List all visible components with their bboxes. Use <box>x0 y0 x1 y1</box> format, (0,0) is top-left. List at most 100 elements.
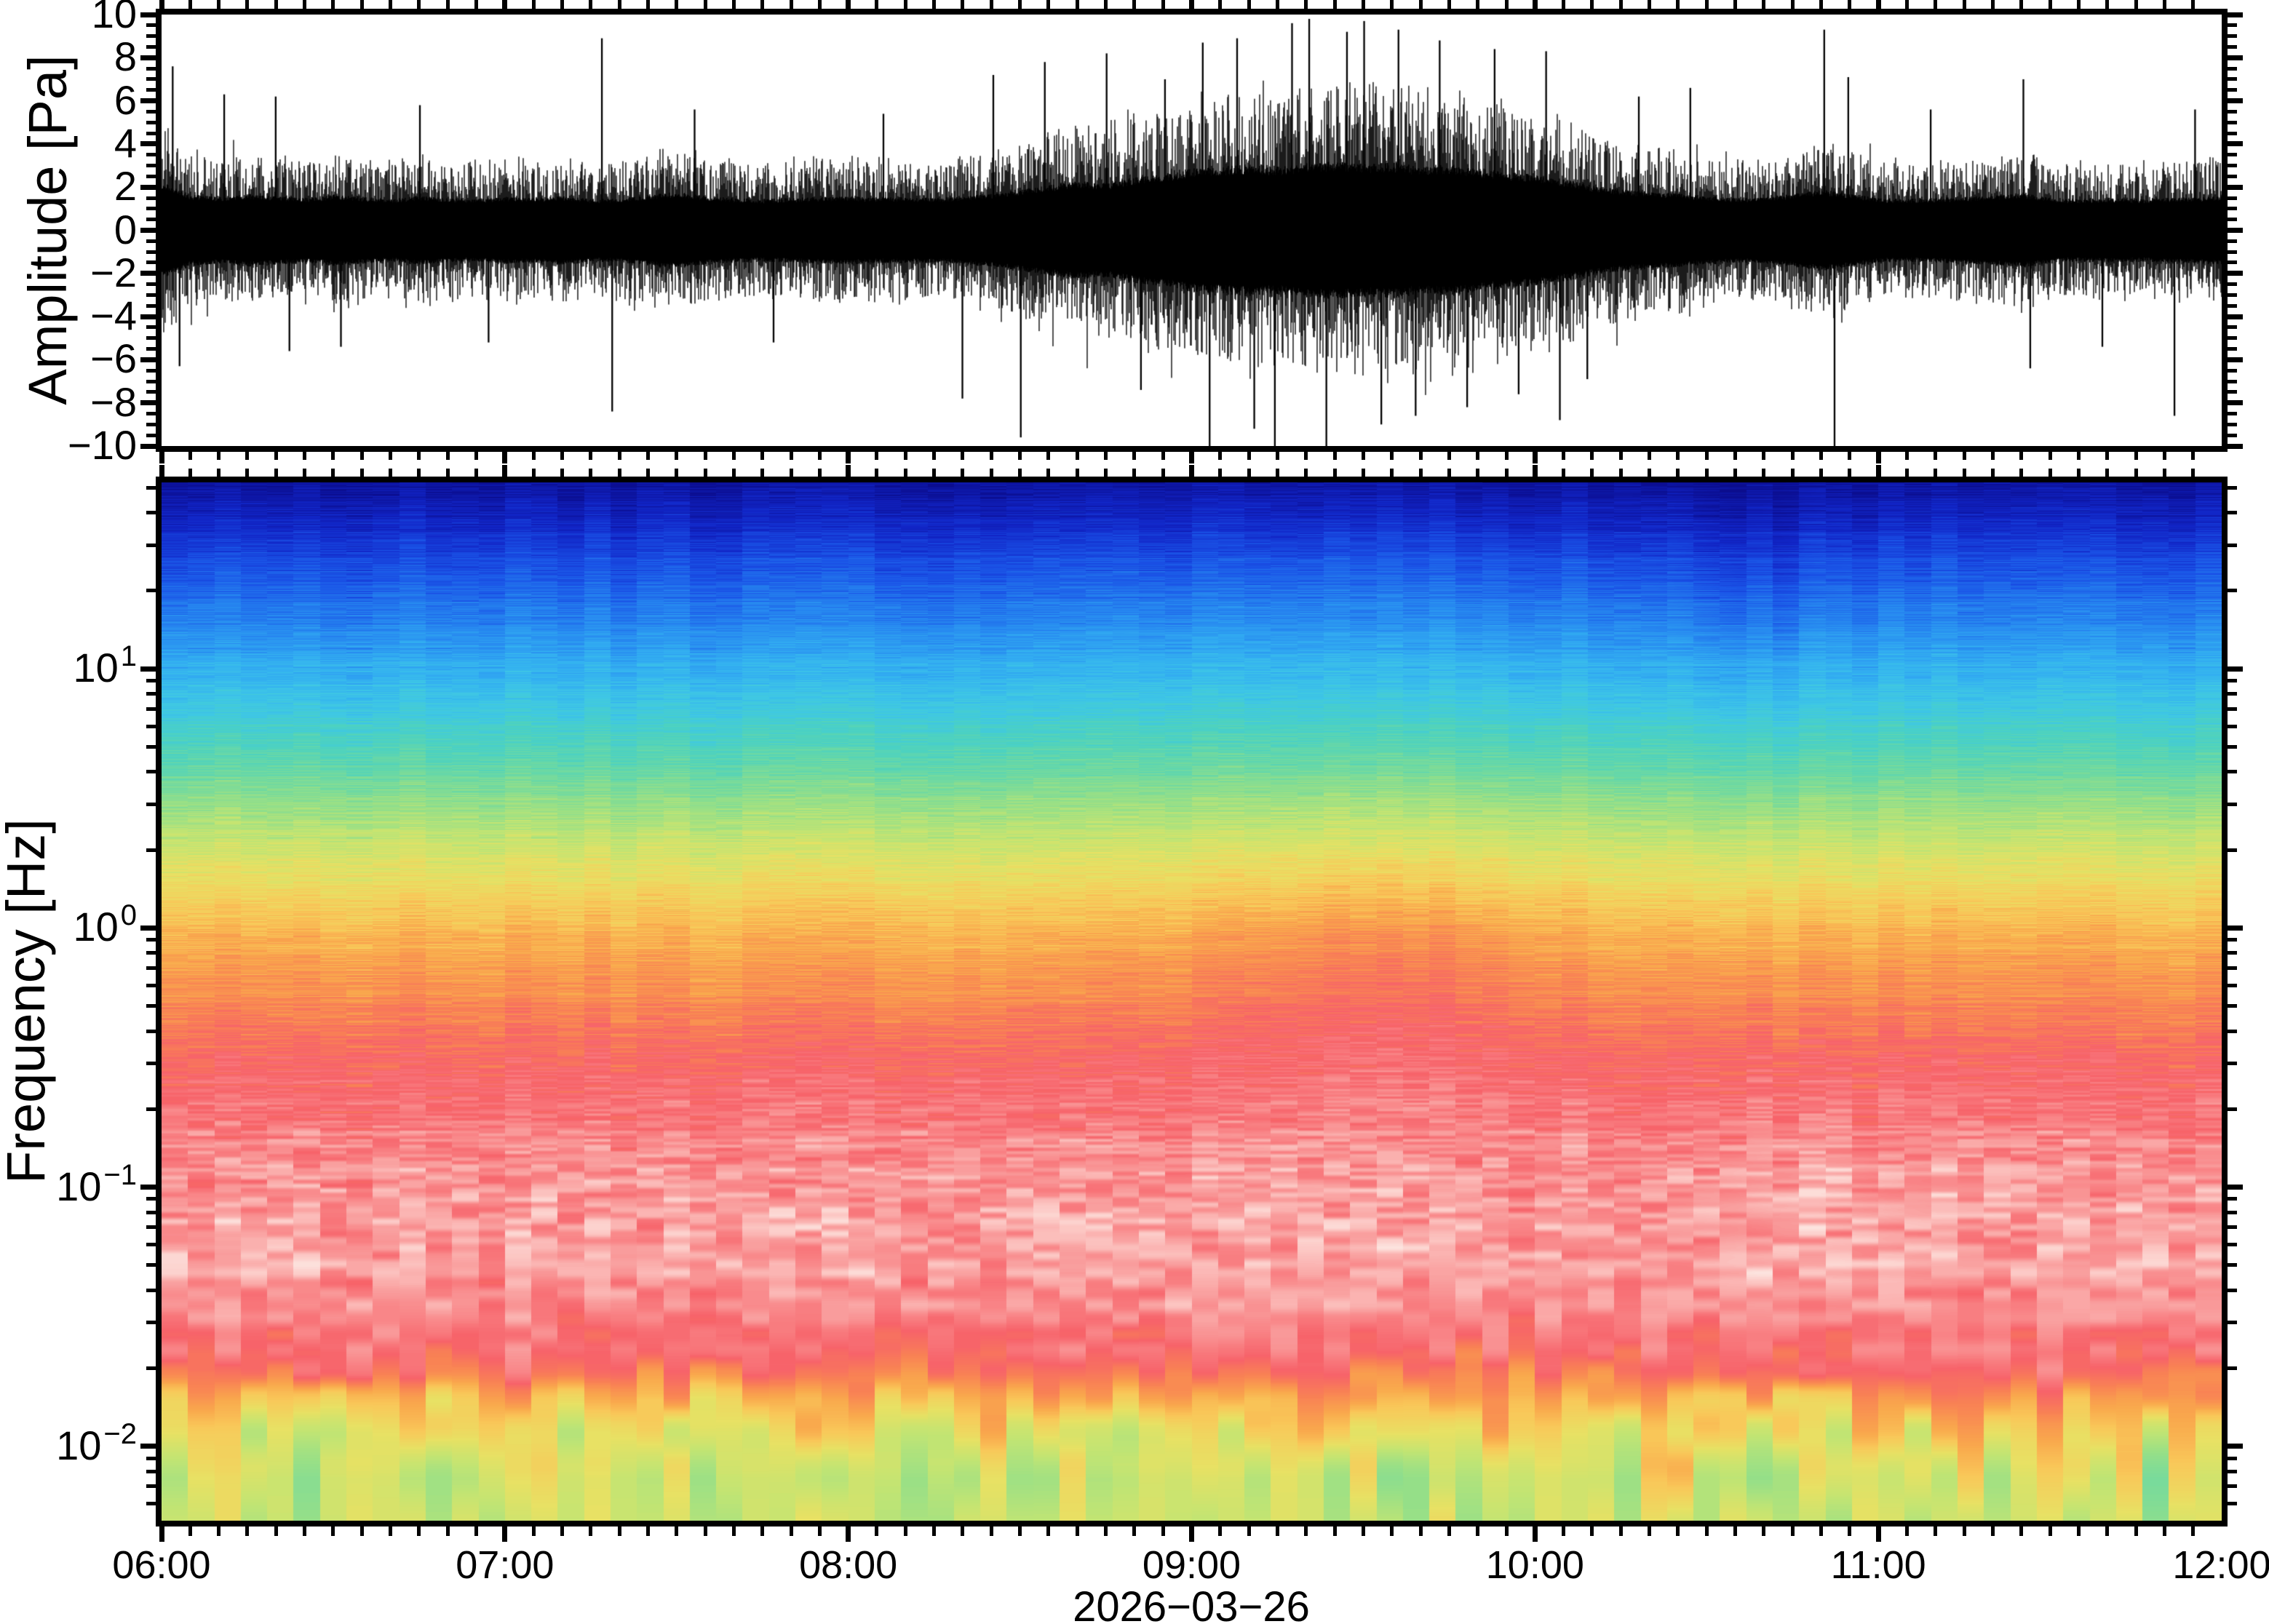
amplitude-minor-tick <box>146 153 156 157</box>
amplitude-minor-tick <box>2228 131 2237 135</box>
x-minor-tick <box>903 1527 907 1536</box>
x-minor-tick <box>1962 0 1966 9</box>
x-minor-tick <box>2048 469 2052 477</box>
frequency-minor-tick <box>2228 1263 2237 1267</box>
x-minor-tick <box>789 452 793 460</box>
amplitude-minor-tick <box>2228 77 2237 81</box>
frequency-minor-tick <box>2228 543 2237 547</box>
frequency-minor-tick <box>2228 1366 2237 1371</box>
x-minor-tick <box>1476 469 1480 477</box>
x-minor-tick <box>903 452 907 460</box>
frequency-tick-label-base: 10 <box>73 904 119 950</box>
x-minor-tick <box>560 452 564 460</box>
x-minor-tick <box>359 469 364 477</box>
amplitude-minor-tick <box>2228 260 2237 265</box>
x-minor-tick <box>2105 469 2110 477</box>
frequency-minor-tick <box>2228 802 2237 806</box>
x-minor-tick <box>1562 469 1566 477</box>
x-minor-tick <box>2134 1527 2138 1536</box>
x-minor-tick <box>1762 0 1766 9</box>
x-minor-tick <box>1304 0 1308 9</box>
frequency-minor-tick <box>146 1004 156 1008</box>
x-minor-tick <box>731 1527 736 1536</box>
amplitude-tick-label: 8 <box>114 33 137 80</box>
x-minor-tick <box>589 0 593 9</box>
x-minor-tick <box>1762 452 1766 460</box>
x-minor-tick <box>1504 469 1509 477</box>
x-minor-tick <box>417 0 421 9</box>
x-minor-tick <box>1934 469 1938 477</box>
x-minor-tick <box>1447 0 1451 9</box>
x-minor-tick <box>2048 452 2052 460</box>
frequency-minor-tick <box>146 1243 156 1247</box>
frequency-minor-tick <box>2228 692 2237 696</box>
x-minor-tick <box>1361 0 1365 9</box>
x-minor-tick <box>1476 0 1480 9</box>
frequency-minor-tick <box>2228 706 2237 711</box>
x-minor-tick <box>1934 0 1938 9</box>
x-minor-tick <box>1790 469 1795 477</box>
x-minor-tick <box>1018 0 1022 9</box>
amplitude-minor-tick <box>146 77 156 81</box>
x-minor-tick <box>274 0 278 9</box>
x-major-tick <box>1532 1527 1538 1542</box>
x-minor-tick <box>989 0 993 9</box>
x-major-tick <box>1189 465 1194 477</box>
x-minor-tick <box>359 1527 364 1536</box>
x-minor-tick <box>617 0 621 9</box>
amplitude-minor-tick <box>2228 325 2237 330</box>
amplitude-minor-tick <box>146 88 156 92</box>
x-minor-tick <box>217 469 221 477</box>
waveform-plot-canvas <box>162 15 2222 446</box>
x-minor-tick <box>645 469 650 477</box>
x-minor-tick <box>875 452 879 460</box>
x-minor-tick <box>875 0 879 9</box>
x-major-tick <box>502 0 508 9</box>
x-minor-tick <box>331 1527 335 1536</box>
x-minor-tick <box>645 1527 650 1536</box>
x-minor-tick <box>903 0 907 9</box>
frequency-minor-tick <box>2228 966 2237 971</box>
x-minor-tick <box>1218 469 1223 477</box>
frequency-major-tick <box>140 666 156 672</box>
x-minor-tick <box>1504 0 1509 9</box>
x-minor-tick <box>2076 452 2081 460</box>
x-minor-tick <box>760 469 765 477</box>
amplitude-minor-tick <box>146 347 156 351</box>
x-minor-tick <box>1704 452 1709 460</box>
frequency-minor-tick <box>2228 1321 2237 1325</box>
x-minor-tick <box>1390 452 1394 460</box>
frequency-tick-label: 10−1 <box>56 1160 137 1206</box>
frequency-minor-tick <box>146 692 156 696</box>
x-minor-tick <box>531 452 536 460</box>
frequency-minor-tick <box>2228 1243 2237 1247</box>
amplitude-major-tick <box>2228 184 2243 190</box>
frequency-minor-tick <box>2228 744 2237 749</box>
x-minor-tick <box>245 0 250 9</box>
amplitude-minor-tick <box>2228 292 2237 297</box>
x-minor-tick <box>2019 0 2024 9</box>
x-minor-tick <box>1046 452 1051 460</box>
amplitude-tick-label: 2 <box>114 163 137 210</box>
time-tick-label: 08:00 <box>799 1543 898 1587</box>
frequency-minor-tick <box>146 1288 156 1292</box>
x-minor-tick <box>731 0 736 9</box>
x-minor-tick <box>1618 0 1623 9</box>
amplitude-minor-tick <box>146 282 156 287</box>
amplitude-tick-label: 0 <box>114 206 137 252</box>
x-minor-tick <box>1676 452 1680 460</box>
frequency-tick-label-exponent: −2 <box>103 1417 137 1450</box>
amplitude-major-tick <box>140 314 156 319</box>
x-minor-tick <box>875 469 879 477</box>
amplitude-major-tick <box>2228 357 2243 362</box>
frequency-minor-tick <box>2228 1225 2237 1230</box>
x-major-tick <box>1532 0 1538 9</box>
frequency-minor-tick <box>146 802 156 806</box>
x-minor-tick <box>1562 1527 1566 1536</box>
x-minor-tick <box>1332 452 1337 460</box>
x-minor-tick <box>560 0 564 9</box>
x-minor-tick <box>1990 1527 1995 1536</box>
x-minor-tick <box>1332 0 1337 9</box>
x-minor-tick <box>817 469 822 477</box>
x-minor-tick <box>1762 1527 1766 1536</box>
